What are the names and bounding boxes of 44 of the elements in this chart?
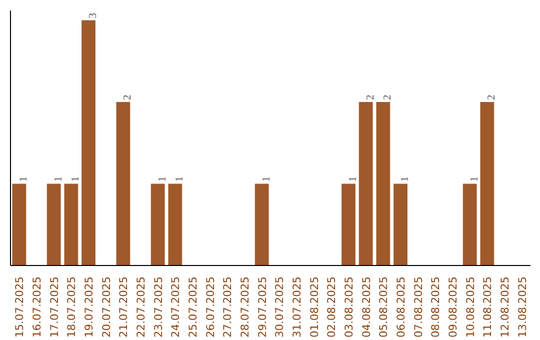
data-label: 2 [122, 94, 134, 100]
x-tick-label: 22.07.2025 [134, 276, 148, 338]
x-tick-label: 07.08.2025 [412, 276, 425, 338]
data-label: 1 [53, 176, 64, 182]
x-tick-label: 11.08.2025 [481, 276, 494, 338]
data-label: 1 [174, 176, 186, 182]
x-tick-label: 19.07.2025 [82, 276, 96, 338]
x-tick-label: 06.08.2025 [394, 276, 408, 338]
x-tick-label: 01.08.2025 [308, 276, 321, 338]
data-label: 1 [18, 176, 30, 182]
x-tick-label: 05.08.2025 [377, 276, 390, 338]
x-tick-label: 29.07.2025 [256, 276, 269, 338]
x-tick-label: 13.08.2025 [516, 276, 529, 338]
x-tick-label: 21.07.2025 [117, 276, 130, 338]
x-tick-label: 18.07.2025 [65, 276, 78, 338]
x-tick-label: 17.07.2025 [48, 276, 61, 338]
x-tick-label: 08.08.2025 [429, 276, 442, 338]
data-label: 2 [365, 94, 376, 100]
x-tick-label: 28.07.2025 [238, 276, 252, 338]
data-label: 1 [400, 176, 411, 182]
x-tick-label: 02.08.2025 [325, 276, 338, 338]
x-tick-label: 16.07.2025 [30, 276, 44, 338]
x-tick-label: 25.07.2025 [186, 276, 200, 338]
x-tick-label: 30.07.2025 [273, 276, 286, 338]
x-tick-label: 24.07.2025 [169, 276, 182, 338]
x-tick-label: 04.08.2025 [360, 276, 373, 338]
x-tick-label: 27.07.2025 [221, 276, 234, 338]
x-tick-label: 23.07.2025 [152, 276, 165, 338]
x-tick-label: 20.07.2025 [100, 276, 113, 338]
x-tick-label: 26.07.2025 [204, 276, 217, 338]
x-tick-label: 03.08.2025 [342, 276, 356, 338]
data-label: 1 [348, 176, 359, 182]
data-label: 3 [88, 12, 99, 18]
data-label: 1 [157, 176, 168, 182]
x-tick-label: 09.08.2025 [446, 276, 460, 338]
data-label: 1 [70, 176, 82, 182]
data-label: 1 [261, 176, 272, 182]
data-label: 2 [382, 94, 394, 100]
data-label: 2 [486, 94, 498, 100]
x-tick-label: 15.07.2025 [13, 276, 26, 338]
x-tick-label: 31.07.2025 [290, 276, 304, 338]
x-tick-label: 12.08.2025 [498, 276, 512, 338]
x-tick-label: 10.08.2025 [464, 276, 477, 338]
data-label: 1 [469, 176, 480, 182]
